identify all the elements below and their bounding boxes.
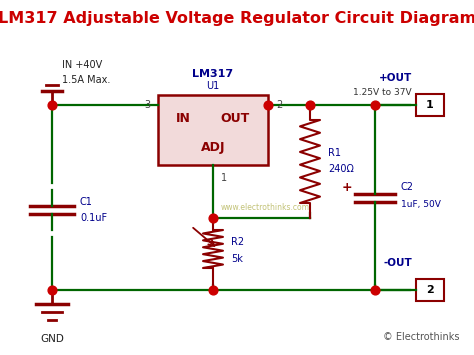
Text: R1: R1	[328, 148, 341, 158]
Bar	[416, 279, 444, 301]
Text: +: +	[342, 181, 352, 194]
Text: 1: 1	[221, 173, 227, 183]
Text: LM317: LM317	[192, 69, 234, 79]
Text: IN: IN	[176, 111, 191, 125]
Text: -OUT: -OUT	[383, 258, 412, 268]
Text: IN +40V: IN +40V	[62, 60, 102, 70]
Text: 1uF, 50V: 1uF, 50V	[401, 200, 441, 209]
Bar	[416, 94, 444, 116]
Text: GND: GND	[40, 334, 64, 344]
Text: ADJ: ADJ	[201, 142, 225, 154]
Text: +OUT: +OUT	[379, 73, 412, 83]
Point	[306, 102, 314, 108]
Point	[209, 287, 217, 293]
Text: 1: 1	[426, 100, 434, 110]
Text: www.electrothinks.com: www.electrothinks.com	[220, 202, 310, 212]
Text: U1: U1	[206, 81, 219, 91]
Point	[264, 102, 272, 108]
Text: 240Ω: 240Ω	[328, 164, 354, 175]
Text: 1.5A Max.: 1.5A Max.	[62, 75, 110, 85]
Text: C1: C1	[80, 197, 93, 207]
Bar	[158, 95, 268, 165]
Text: 0.1uF: 0.1uF	[80, 213, 107, 223]
Text: OUT: OUT	[221, 111, 250, 125]
Point	[48, 102, 56, 108]
Text: LM317 Adjustable Voltage Regulator Circuit Diagram: LM317 Adjustable Voltage Regulator Circu…	[0, 11, 474, 26]
Text: 2: 2	[276, 100, 282, 110]
Text: 3: 3	[144, 100, 150, 110]
Point	[48, 287, 56, 293]
Point	[371, 102, 379, 108]
Text: © Electrothinks: © Electrothinks	[383, 332, 460, 342]
Text: 1.25V to 37V: 1.25V to 37V	[354, 88, 412, 97]
Text: 2: 2	[426, 285, 434, 295]
Point	[209, 215, 217, 221]
Point	[371, 287, 379, 293]
Text: C2: C2	[401, 182, 414, 192]
Text: R2: R2	[231, 237, 244, 247]
Text: 5k: 5k	[231, 254, 243, 264]
